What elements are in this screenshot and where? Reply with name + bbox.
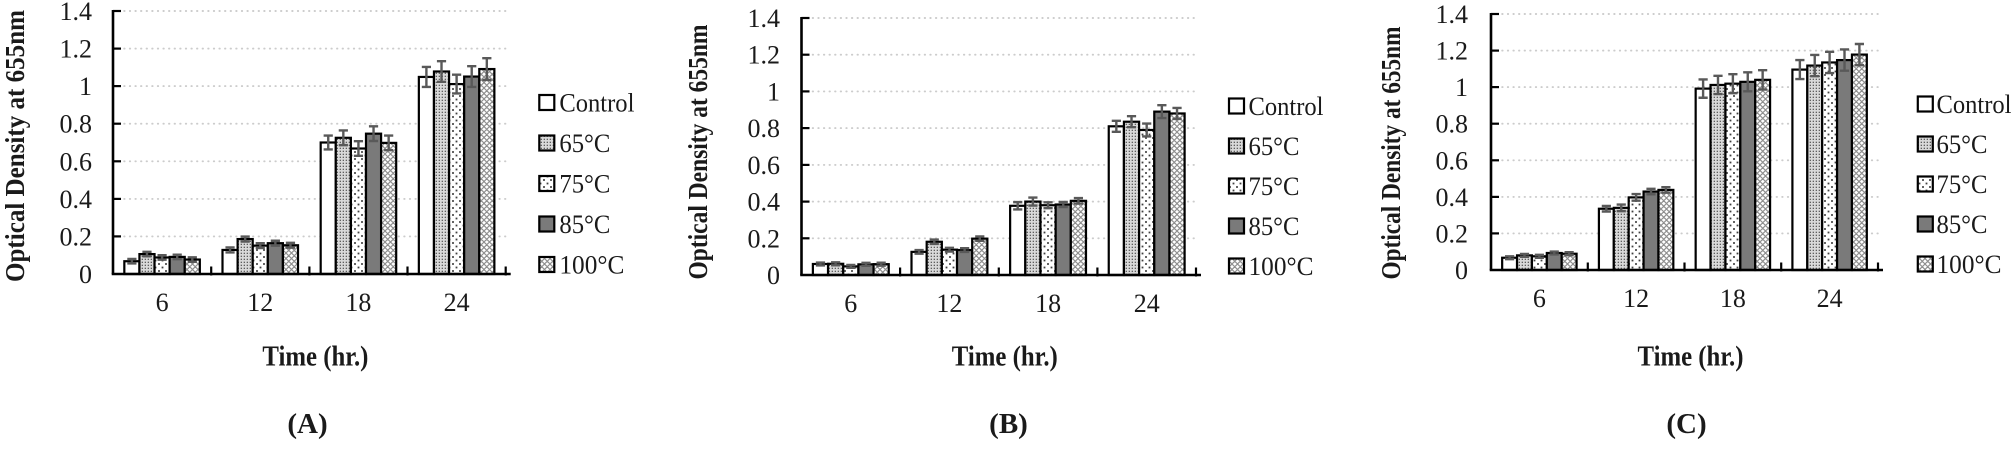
svg-text:6: 6 — [156, 288, 169, 317]
svg-text:(C): (C) — [1666, 408, 1706, 440]
svg-text:65°C: 65°C — [1249, 132, 1300, 161]
svg-text:0.8: 0.8 — [748, 114, 781, 143]
svg-text:1: 1 — [767, 77, 780, 106]
svg-text:6: 6 — [1533, 284, 1546, 313]
svg-text:Time (hr.): Time (hr.) — [952, 342, 1058, 373]
svg-text:0: 0 — [767, 261, 780, 290]
svg-text:12: 12 — [1623, 284, 1649, 313]
svg-text:Control: Control — [1249, 92, 1324, 121]
svg-text:65°C: 65°C — [559, 129, 610, 158]
svg-text:1.2: 1.2 — [1436, 37, 1469, 66]
svg-text:18: 18 — [345, 288, 371, 317]
svg-text:24: 24 — [444, 288, 470, 317]
svg-text:0: 0 — [79, 260, 92, 289]
svg-text:12: 12 — [936, 289, 962, 318]
svg-text:1.2: 1.2 — [748, 41, 781, 70]
svg-text:Time (hr.): Time (hr.) — [262, 342, 368, 373]
svg-text:0.4: 0.4 — [60, 185, 93, 214]
svg-text:0: 0 — [1455, 256, 1468, 285]
svg-text:1: 1 — [1455, 73, 1468, 102]
svg-text:Time (hr.): Time (hr.) — [1638, 342, 1744, 373]
svg-text:1: 1 — [79, 72, 92, 101]
svg-text:0.6: 0.6 — [60, 147, 93, 176]
svg-text:1.4: 1.4 — [748, 4, 781, 33]
svg-text:0.4: 0.4 — [1436, 183, 1469, 212]
svg-text:100°C: 100°C — [1937, 250, 2002, 279]
svg-text:Optical Density at 655nm: Optical Density at 655nm — [683, 24, 713, 279]
svg-text:75°C: 75°C — [1937, 170, 1988, 199]
svg-text:12: 12 — [247, 288, 273, 317]
svg-text:0.8: 0.8 — [1436, 110, 1469, 139]
svg-text:1.4: 1.4 — [60, 0, 93, 26]
svg-text:Control: Control — [1937, 90, 2012, 119]
svg-text:1.2: 1.2 — [60, 35, 93, 64]
svg-text:0.6: 0.6 — [1436, 146, 1469, 175]
svg-text:85°C: 85°C — [1937, 210, 1988, 239]
svg-text:0.2: 0.2 — [748, 224, 781, 253]
svg-text:18: 18 — [1035, 289, 1061, 318]
svg-text:75°C: 75°C — [559, 170, 610, 199]
svg-text:85°C: 85°C — [559, 210, 610, 239]
svg-text:65°C: 65°C — [1937, 130, 1988, 159]
svg-text:0.2: 0.2 — [60, 222, 93, 251]
svg-text:24: 24 — [1134, 289, 1160, 318]
svg-text:18: 18 — [1720, 284, 1746, 313]
svg-text:(A): (A) — [287, 408, 327, 440]
svg-text:1.4: 1.4 — [1436, 0, 1469, 29]
svg-text:24: 24 — [1817, 284, 1843, 313]
svg-text:6: 6 — [844, 289, 857, 318]
svg-text:Optical Density at 655nm: Optical Density at 655nm — [0, 10, 30, 282]
svg-text:100°C: 100°C — [1249, 252, 1314, 281]
svg-text:0.8: 0.8 — [60, 110, 93, 139]
svg-text:(B): (B) — [989, 408, 1028, 440]
svg-text:75°C: 75°C — [1249, 172, 1300, 201]
svg-text:85°C: 85°C — [1249, 212, 1300, 241]
svg-text:Optical Density at 655nm: Optical Density at 655nm — [1376, 26, 1406, 279]
svg-text:Control: Control — [559, 89, 634, 118]
svg-text:100°C: 100°C — [559, 251, 624, 280]
svg-text:0.2: 0.2 — [1436, 219, 1469, 248]
svg-text:0.4: 0.4 — [748, 188, 781, 217]
svg-text:0.6: 0.6 — [748, 151, 781, 180]
